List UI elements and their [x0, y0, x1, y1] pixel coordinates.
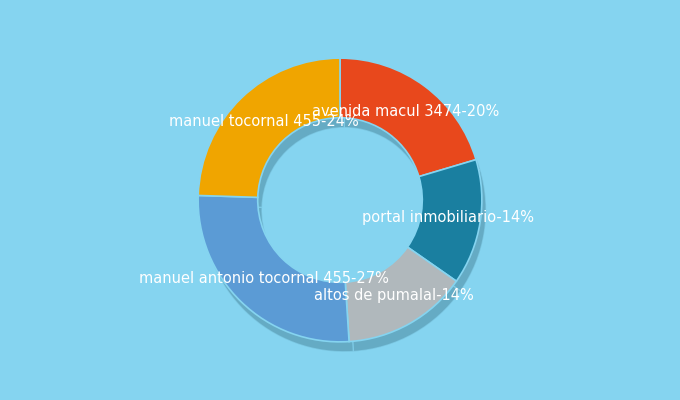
Text: manuel tocornal 455-24%: manuel tocornal 455-24% [169, 114, 358, 129]
Wedge shape [198, 196, 349, 342]
Wedge shape [350, 257, 460, 352]
Text: manuel antonio tocornal 455-27%: manuel antonio tocornal 455-27% [139, 271, 388, 286]
Wedge shape [340, 58, 476, 176]
Wedge shape [407, 160, 482, 281]
Wedge shape [203, 205, 354, 352]
Wedge shape [198, 58, 340, 197]
Text: avenida macul 3474-20%: avenida macul 3474-20% [312, 104, 499, 120]
Text: portal inmobiliario-14%: portal inmobiliario-14% [362, 210, 534, 225]
Text: altos de pumalal-14%: altos de pumalal-14% [314, 288, 474, 303]
Wedge shape [203, 68, 344, 207]
Wedge shape [344, 68, 480, 186]
Wedge shape [412, 170, 486, 291]
Wedge shape [345, 247, 456, 342]
